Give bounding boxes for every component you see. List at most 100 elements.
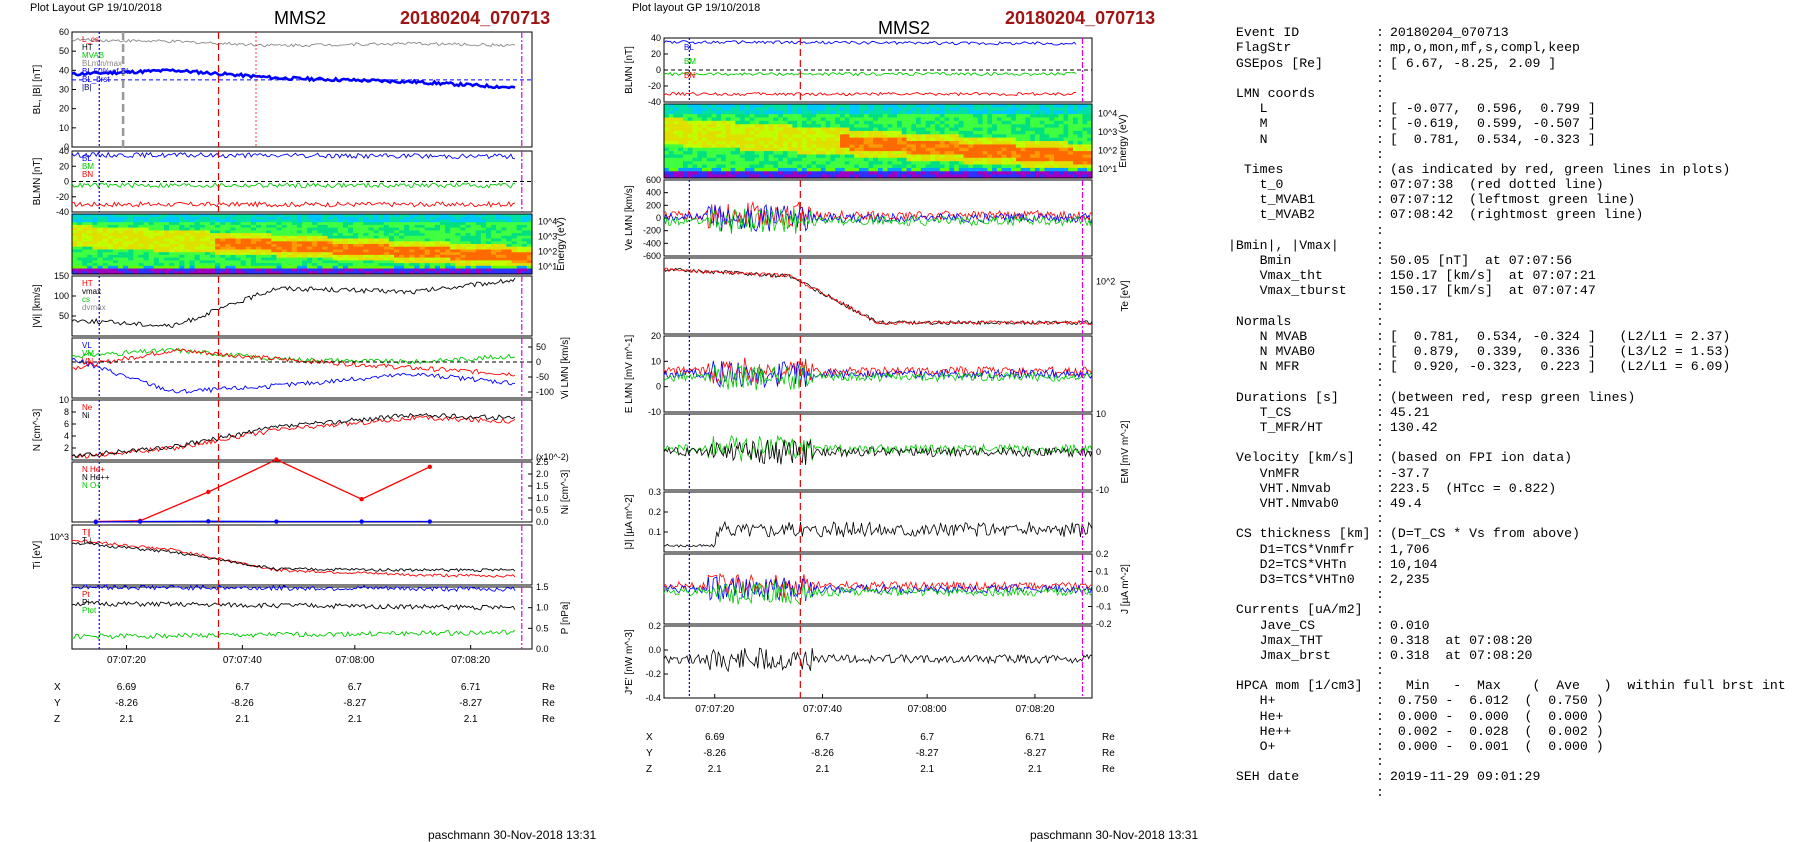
spectrogram-cell [496, 235, 502, 240]
spectrogram-cell [706, 171, 713, 176]
spectrogram-cell [977, 127, 984, 132]
spectrogram-cell [235, 219, 242, 223]
spectrogram-cell [825, 104, 832, 108]
spectrogram-cell [768, 130, 774, 135]
spectrogram-cell [664, 124, 670, 129]
spectrogram-cell [1077, 134, 1084, 139]
spectrogram-cell [404, 271, 410, 275]
spectrogram-cell [138, 260, 145, 264]
spectrogram-cell [169, 257, 175, 261]
spectrogram-cell [954, 137, 960, 142]
spectrogram-cell [678, 120, 684, 125]
tick-label: 20 [651, 331, 661, 341]
spectrogram-cell [687, 107, 694, 112]
spectrogram-cell [501, 214, 507, 218]
info-value: 0.002 - 0.028 ( 0.002 ) [1390, 723, 1604, 739]
spectrogram-cell [424, 263, 431, 267]
spectrogram-cell [235, 214, 242, 218]
spectrogram-cell [721, 147, 727, 152]
spectrogram-cell [455, 246, 461, 250]
spectrogram-cell [816, 144, 822, 149]
spectrogram-cell [1034, 130, 1041, 135]
spectrogram-cell [296, 263, 303, 267]
spectrogram-cell [787, 127, 793, 132]
info-sep: : [1376, 602, 1384, 618]
spectrogram-cell [501, 265, 507, 270]
spectrogram-cell [716, 127, 722, 132]
spectrogram-cell [1087, 134, 1093, 139]
spectrogram-cell [271, 260, 277, 264]
spectrogram-cell [220, 246, 226, 250]
spectrogram-cell [868, 157, 874, 162]
spectrogram-cell [261, 214, 267, 218]
spectrogram-cell [949, 110, 955, 115]
spectrogram-cell [383, 224, 390, 229]
spectrogram-cell [102, 235, 109, 240]
spectrogram-cell [220, 241, 226, 245]
spectrogram-cell [1077, 171, 1084, 176]
spectrogram-cell [1082, 167, 1088, 172]
info-sep: : [1376, 389, 1384, 405]
spectrogram-cell [797, 107, 803, 112]
spectrogram-cell [892, 151, 898, 156]
spectrogram-cell [759, 104, 765, 108]
spectrogram-cell [348, 238, 354, 242]
spectrogram-cell [1020, 154, 1027, 159]
spectrogram-cell [925, 171, 931, 176]
info-sep: : [1376, 25, 1384, 41]
spectrogram-cell [968, 174, 974, 179]
data-point [137, 519, 143, 524]
spectrogram-cell [887, 117, 893, 122]
spectrogram-cell [164, 254, 170, 259]
spectrogram-cell [740, 151, 746, 156]
spectrogram-cell [977, 134, 984, 139]
spectrogram-cell [322, 230, 329, 234]
spectrogram-cell [286, 222, 293, 226]
series-line [663, 71, 1077, 77]
spectrogram-cell [434, 265, 441, 270]
spectrogram-cell [954, 134, 960, 139]
spectrogram-cell [230, 216, 237, 220]
spectrogram-cell [892, 117, 898, 122]
spectrogram-cell [840, 157, 846, 162]
spectrogram-cell [906, 127, 912, 132]
spectrogram-cell [996, 114, 1003, 119]
spectrogram-cell [1025, 117, 1031, 122]
spectrogram-cell [440, 249, 446, 253]
spectrogram-cell [873, 130, 879, 135]
spectrogram-cell [901, 157, 908, 162]
spectrogram-cell [887, 174, 893, 179]
spectrogram-cell [174, 271, 180, 275]
info-row: FlagStr: mp,o,mon,mf,s,compl,keep [1228, 40, 1786, 55]
spectrogram-cell [302, 241, 308, 245]
right-event-title: 20180204_070713 [1005, 8, 1156, 28]
spectrogram-cell [322, 257, 329, 261]
spectrogram-cell [470, 263, 477, 267]
spectrogram-cell [935, 127, 941, 132]
spectrogram-cell [123, 233, 129, 237]
spectrogram-cell [683, 110, 689, 115]
spectrogram-cell [1001, 174, 1007, 179]
spectrogram-cell [82, 219, 88, 223]
spectrogram-cell [475, 235, 482, 240]
spectrogram-cell [1030, 157, 1036, 162]
spectrogram-cell [992, 124, 998, 129]
spectrogram-cell [716, 124, 722, 129]
spectrogram-cell [174, 268, 180, 272]
ephemeris-value: 2.1 [708, 764, 722, 775]
spectrogram-cell [706, 110, 713, 115]
spectrogram-cell [973, 104, 979, 108]
spectrogram-cell [763, 124, 770, 129]
spectrogram-cell [327, 260, 334, 264]
spectrogram-cell [486, 244, 492, 248]
spectrogram-cell [968, 127, 974, 132]
spectrogram-cell [230, 260, 237, 264]
spectrogram-cell [901, 141, 908, 145]
spectrogram-cell [521, 241, 528, 245]
spectrogram-cell [327, 265, 334, 270]
spectrogram-cell [806, 147, 813, 152]
spectrogram-cell [128, 265, 134, 270]
spectrogram-cell [897, 124, 903, 129]
spectrogram-cell [133, 246, 139, 250]
spectrogram-cell [189, 268, 196, 272]
